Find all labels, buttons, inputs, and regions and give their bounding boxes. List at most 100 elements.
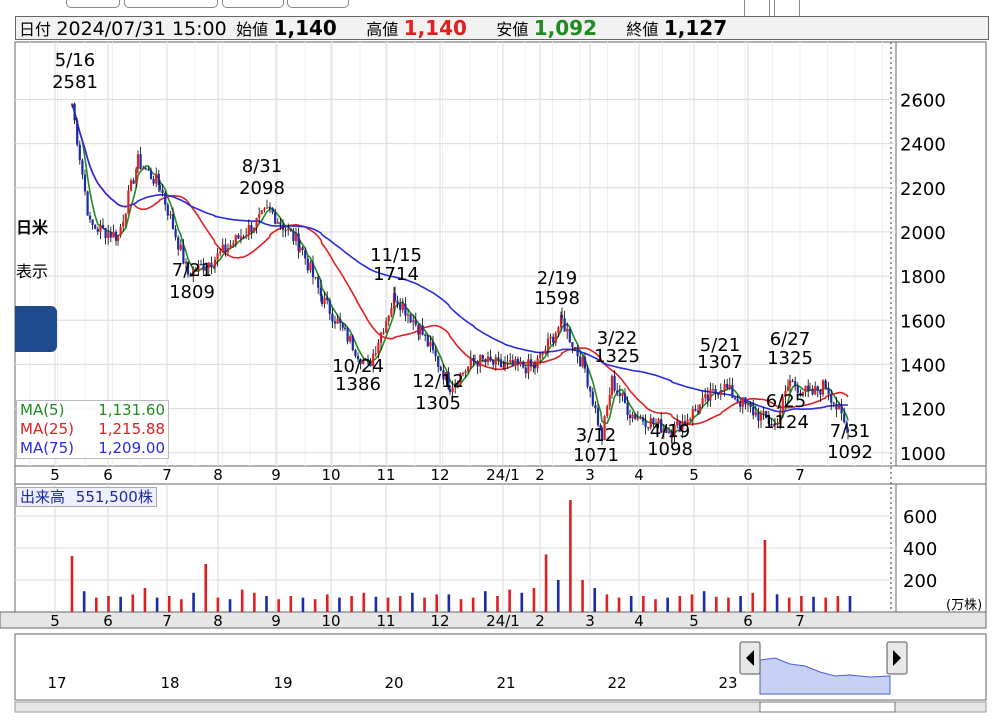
- volume-bar: [338, 597, 341, 612]
- candle-body: [284, 229, 287, 231]
- navigator-year-label: 21: [496, 674, 515, 692]
- candle-body: [559, 314, 563, 328]
- navigator-scroll-thumb: [759, 701, 896, 713]
- candle-body: [320, 295, 324, 304]
- volume-bar: [447, 594, 451, 612]
- candle-body: [636, 417, 639, 420]
- candle-body: [711, 389, 715, 391]
- candle-body: [76, 120, 79, 145]
- side-panel-button[interactable]: [15, 306, 57, 352]
- candle-body: [514, 359, 517, 366]
- candle-body: [704, 394, 707, 398]
- volume-tick-label: 600: [903, 507, 937, 528]
- candle-body: [524, 367, 527, 374]
- price-tick-label: 2400: [900, 135, 946, 156]
- candle-body: [136, 154, 140, 169]
- chevron-left-icon: [746, 650, 754, 666]
- month-tick-label: 5: [689, 466, 699, 484]
- annotation-date: 5/21: [700, 335, 740, 356]
- month-tick-label: 5: [50, 466, 60, 484]
- candle-body: [827, 388, 830, 394]
- volume-month-tick-label: 3: [585, 612, 595, 630]
- month-tick-label: 4: [634, 466, 644, 484]
- top-button-2[interactable]: [124, 0, 218, 8]
- candle-body: [539, 353, 542, 359]
- volume-bar: [727, 597, 730, 612]
- candle-body: [281, 224, 285, 230]
- candle-body: [527, 359, 530, 374]
- candle-body: [776, 423, 779, 425]
- month-tick-label: 10: [321, 466, 340, 484]
- candle-body: [472, 357, 475, 362]
- annotation-date: 12/12: [412, 371, 464, 392]
- month-tick-label: 8: [213, 466, 223, 484]
- candle-body: [263, 208, 266, 211]
- candle-body: [294, 233, 298, 242]
- candle-body: [86, 191, 89, 216]
- volume-bar: [423, 597, 426, 612]
- candle-body: [377, 343, 380, 354]
- volume-bar: [678, 596, 682, 612]
- volume-bar: [313, 599, 317, 612]
- candle-body: [114, 231, 118, 241]
- candle-body: [701, 397, 704, 405]
- candle-body: [232, 243, 235, 245]
- candle-body: [343, 327, 347, 329]
- volume-month-tick-label: 5: [50, 612, 60, 630]
- top-button-4[interactable]: [287, 0, 349, 8]
- candle-body: [744, 397, 747, 405]
- candle-body: [237, 234, 240, 239]
- volume-bar: [848, 596, 852, 612]
- candle-body: [336, 318, 339, 324]
- candle-body: [568, 328, 571, 343]
- volume-bar: [836, 596, 840, 612]
- candle-body: [226, 247, 230, 253]
- candle-body: [287, 228, 290, 231]
- candle-body: [454, 383, 457, 388]
- volume-bar: [386, 597, 390, 612]
- candle-body: [456, 383, 459, 385]
- candle-body: [418, 325, 422, 335]
- volume-bar: [95, 597, 98, 612]
- candle-body: [691, 409, 694, 420]
- candle-body: [608, 394, 611, 407]
- top-button-3[interactable]: [222, 0, 284, 8]
- candle-body: [837, 405, 841, 410]
- candle-body: [374, 353, 377, 355]
- candle-body: [171, 214, 175, 229]
- candle-body: [461, 373, 465, 375]
- candle-body: [192, 269, 195, 277]
- candle-body: [213, 259, 217, 266]
- candle-body: [683, 421, 687, 424]
- candle-body: [804, 385, 807, 393]
- volume-bar: [82, 591, 86, 612]
- navigator-year-label: 23: [718, 674, 737, 692]
- candle-body: [166, 204, 169, 216]
- month-tick-label: 3: [585, 466, 595, 484]
- annotation-value: 2581: [52, 72, 98, 93]
- candle-body: [473, 361, 477, 363]
- candle-body: [532, 364, 535, 366]
- candle-body: [424, 334, 427, 336]
- candle-body: [421, 325, 424, 335]
- candle-body: [603, 416, 606, 441]
- candle-body: [304, 250, 307, 259]
- candle-body: [516, 359, 520, 365]
- annotation-value: 1809: [169, 282, 215, 303]
- candle-body: [186, 261, 190, 275]
- annotation-date: 7/31: [830, 421, 870, 442]
- low-value: 1,092: [533, 16, 598, 40]
- candle-body: [265, 207, 269, 209]
- ma75-value: 1,209.00: [98, 439, 165, 457]
- candle-body: [364, 359, 367, 361]
- volume-bar: [484, 591, 487, 612]
- volume-month-tick-label: 11: [376, 612, 395, 630]
- candle-body: [224, 244, 227, 253]
- candle-body: [127, 190, 130, 215]
- volume-bar: [107, 596, 110, 612]
- candle-body: [502, 366, 505, 368]
- top-button-1[interactable]: [66, 0, 120, 8]
- annotation-date: 2/19: [537, 268, 577, 289]
- month-tick-label: 11: [376, 466, 395, 484]
